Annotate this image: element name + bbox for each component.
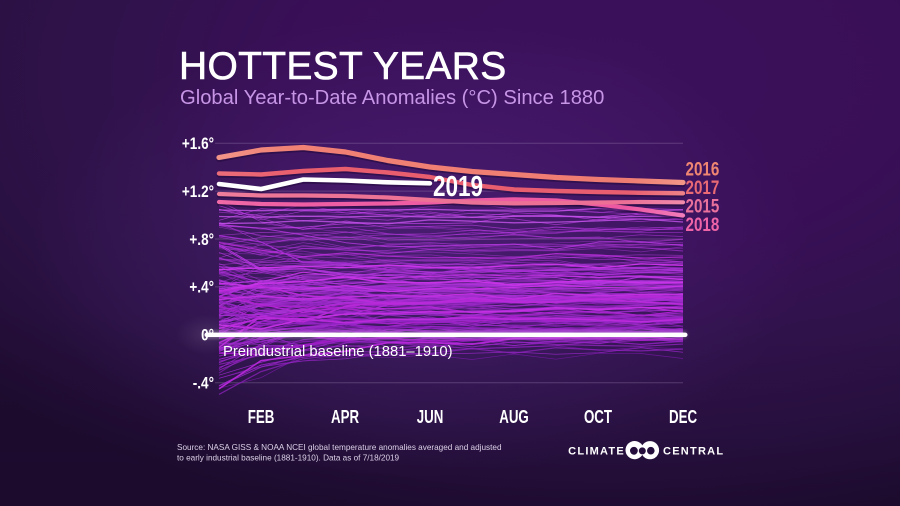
svg-text:0°: 0° [201, 326, 214, 345]
svg-text:+.8°: +.8° [189, 231, 214, 250]
svg-text:Source: NASA GISS & NOAA NCEI: Source: NASA GISS & NOAA NCEI global tem… [177, 443, 502, 452]
svg-text:+.4°: +.4° [189, 278, 214, 297]
svg-text:2015: 2015 [686, 195, 720, 217]
svg-text:2017: 2017 [686, 176, 720, 198]
svg-text:JUN: JUN [417, 407, 444, 428]
svg-text:HOTTEST YEARS: HOTTEST YEARS [179, 45, 507, 88]
svg-text:AUG: AUG [499, 407, 529, 428]
svg-text:Global Year-to-Date Anomalies: Global Year-to-Date Anomalies (°C) Since… [180, 87, 604, 109]
svg-text:FEB: FEB [248, 407, 275, 428]
svg-text:CENTRAL: CENTRAL [663, 446, 724, 458]
svg-text:DEC: DEC [669, 407, 697, 428]
svg-text:OCT: OCT [584, 407, 612, 428]
svg-text:+1.6°: +1.6° [182, 135, 214, 154]
svg-text:to early industrial baseline (: to early industrial baseline (1881-1910)… [177, 454, 400, 463]
svg-text:2018: 2018 [686, 213, 720, 235]
svg-text:2019: 2019 [433, 172, 483, 203]
svg-text:+1.2°: +1.2° [182, 183, 214, 202]
svg-text:CLIMATE: CLIMATE [568, 446, 625, 458]
svg-text:APR: APR [331, 407, 359, 428]
svg-text:-.4°: -.4° [193, 374, 214, 393]
svg-text:Preindustrial baseline (1881–1: Preindustrial baseline (1881–1910) [223, 344, 453, 360]
svg-text:2016: 2016 [686, 158, 720, 180]
